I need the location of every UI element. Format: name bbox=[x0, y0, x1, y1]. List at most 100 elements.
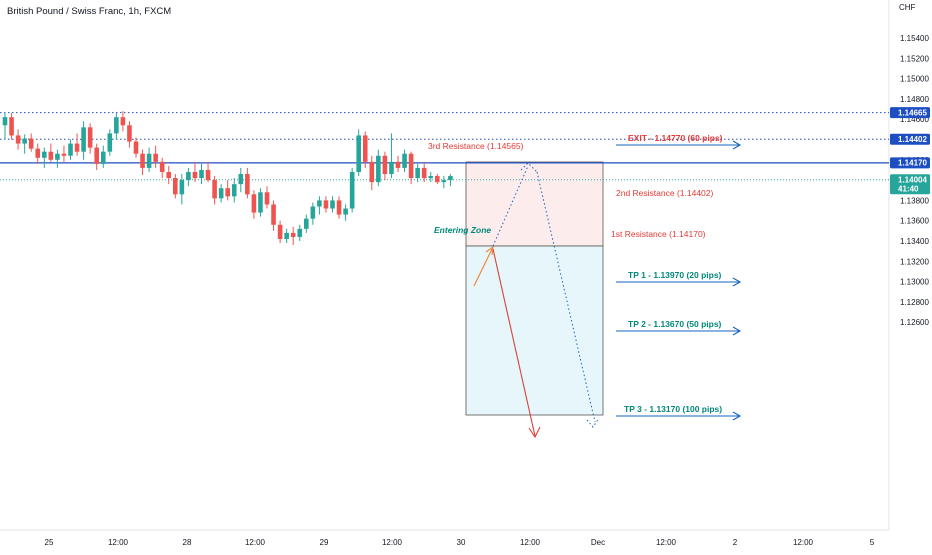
candle bbox=[173, 174, 178, 199]
candle-body bbox=[290, 232, 296, 237]
candle-body bbox=[395, 161, 401, 168]
candle bbox=[107, 129, 113, 156]
candle bbox=[284, 228, 289, 244]
candle-body bbox=[48, 151, 54, 160]
candle bbox=[290, 226, 296, 246]
candle-body bbox=[362, 135, 368, 162]
time-tick-label: 12:00 bbox=[108, 538, 129, 547]
candle bbox=[87, 123, 93, 154]
price-badge: 1.14402 bbox=[890, 133, 930, 145]
candle-body bbox=[428, 176, 434, 179]
candle bbox=[258, 188, 263, 217]
take-profit-zone bbox=[465, 245, 604, 416]
candle-body bbox=[42, 151, 47, 158]
tp1-label: TP 1 - 1.13970 (20 pips) bbox=[628, 270, 722, 280]
candle bbox=[74, 133, 80, 156]
candle-body bbox=[74, 143, 80, 152]
candle bbox=[22, 134, 27, 154]
candle bbox=[68, 139, 73, 160]
candle bbox=[100, 145, 106, 168]
candle-body bbox=[127, 125, 132, 142]
candle bbox=[231, 178, 237, 203]
price-badge-bg bbox=[890, 174, 930, 195]
candle bbox=[120, 111, 126, 132]
time-tick-label: 12:00 bbox=[245, 538, 266, 547]
candle bbox=[448, 174, 453, 187]
candle bbox=[415, 163, 420, 183]
candle bbox=[2, 112, 8, 140]
chart-title: British Pound / Swiss Franc, 1h, FXCM bbox=[7, 6, 171, 17]
candle bbox=[310, 202, 316, 225]
candle bbox=[199, 163, 204, 185]
candle bbox=[251, 190, 257, 219]
entering-zone-label: Entering Zone bbox=[434, 225, 491, 235]
candle-body bbox=[225, 188, 230, 197]
candle-body bbox=[258, 192, 263, 213]
candle bbox=[192, 161, 198, 183]
price-badge: 1.14665 bbox=[890, 107, 930, 119]
candle-body bbox=[330, 200, 335, 209]
time-tick-label: 29 bbox=[320, 538, 329, 547]
candle-body bbox=[15, 135, 21, 144]
candle-body bbox=[114, 117, 119, 134]
alt-path-head bbox=[586, 417, 600, 428]
candle-body bbox=[369, 161, 375, 183]
candle-body bbox=[271, 204, 276, 225]
candle-body bbox=[408, 153, 414, 179]
price-badge-label: 1.14665 bbox=[898, 108, 927, 117]
candle-body bbox=[9, 117, 14, 136]
price-tick-label: 1.13000 bbox=[900, 278, 929, 287]
price-tick-label: 1.13600 bbox=[900, 217, 929, 226]
candle bbox=[61, 145, 67, 162]
candle-body bbox=[376, 155, 381, 183]
candle-body bbox=[284, 232, 289, 239]
candle-body bbox=[199, 169, 204, 179]
alt-path-down bbox=[536, 171, 596, 423]
tp2-arrow-head bbox=[732, 326, 742, 336]
candle bbox=[238, 167, 244, 193]
price-tick-label: 1.14600 bbox=[900, 115, 929, 124]
candle bbox=[402, 149, 407, 172]
candle bbox=[435, 174, 440, 185]
candle-body bbox=[349, 171, 355, 209]
price-badge-bg bbox=[890, 107, 930, 119]
currency-label: CHF bbox=[899, 3, 916, 12]
candle bbox=[421, 161, 427, 183]
candle bbox=[28, 133, 34, 152]
candle bbox=[146, 147, 152, 172]
tp3-label: TP 3 - 1.13170 (100 pips) bbox=[624, 404, 722, 414]
candle bbox=[133, 137, 139, 158]
price-badge-bg bbox=[890, 133, 930, 145]
tp3-arrow-head bbox=[732, 411, 742, 421]
candle-body bbox=[22, 138, 27, 144]
candle bbox=[428, 171, 434, 183]
candle-body bbox=[186, 171, 191, 181]
candle bbox=[343, 204, 348, 221]
candle-body bbox=[238, 174, 244, 185]
candle bbox=[376, 149, 381, 187]
price-tick-label: 1.13200 bbox=[900, 257, 929, 266]
time-axis[interactable]: 25 12:00 28 12:00 29 12:00 30 12:00 Dec 12:00 2 12:… bbox=[45, 538, 875, 547]
time-tick-label: 28 bbox=[183, 538, 192, 547]
fall-arrow-head bbox=[528, 426, 541, 439]
time-tick-label: 12:00 bbox=[656, 538, 677, 547]
candle-body bbox=[382, 155, 388, 175]
candle-body bbox=[173, 178, 178, 195]
time-tick-label: 5 bbox=[870, 538, 875, 547]
time-tick-label: Dec bbox=[591, 538, 605, 547]
candle bbox=[35, 143, 41, 164]
candle-body bbox=[212, 180, 217, 199]
candle bbox=[395, 155, 401, 172]
candle-body bbox=[336, 200, 342, 215]
candle-body bbox=[146, 153, 152, 168]
candle bbox=[179, 174, 185, 205]
stop-loss-zone bbox=[465, 161, 604, 247]
candle bbox=[271, 200, 276, 231]
price-tick-label: 1.12600 bbox=[900, 318, 929, 327]
candle bbox=[264, 186, 270, 209]
time-tick-label: 25 bbox=[45, 538, 54, 547]
fall-arrow bbox=[492, 248, 536, 437]
candle bbox=[362, 131, 368, 168]
